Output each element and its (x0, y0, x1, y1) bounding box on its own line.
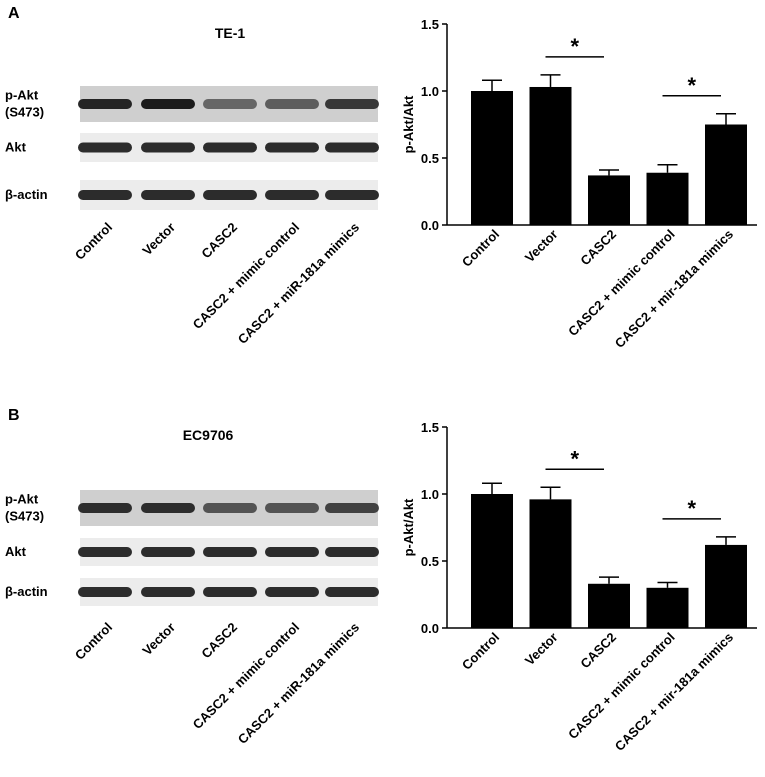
blot-band (325, 587, 379, 597)
blot-band (78, 587, 132, 597)
blot-band (141, 587, 195, 597)
lane-label: CASC2 (198, 220, 240, 262)
blot-band (141, 503, 195, 513)
x-tick-label: CASC2 + mimic control (565, 227, 678, 340)
y-tick-label: 1.5 (421, 17, 439, 32)
blot-band (325, 99, 379, 109)
blot-row-label: Akt (5, 544, 27, 559)
blot-band (265, 99, 319, 109)
blot-band (325, 503, 379, 513)
x-tick-label: CASC2 (577, 227, 619, 269)
significance-mark: * (687, 73, 696, 98)
blot-row-label: p-Akt (5, 492, 39, 507)
x-tick-label: Vector (522, 630, 561, 669)
bar (588, 583, 630, 628)
significance-mark: * (570, 446, 579, 471)
blot-band (203, 190, 257, 200)
lane-label: CASC2 + miR-181a mimics (235, 220, 362, 347)
blot-band (78, 547, 132, 557)
blot-band (203, 503, 257, 513)
lane-label: CASC2 + mimic control (190, 220, 303, 333)
y-tick-label: 0.0 (421, 218, 439, 233)
y-tick-label: 1.0 (421, 84, 439, 99)
panel-label: A (8, 5, 20, 22)
blot-band (325, 142, 379, 153)
x-tick-label: CASC2 + mir-181a mimics (612, 630, 736, 754)
blot-band (265, 142, 319, 153)
bar (588, 175, 630, 225)
blot-band (265, 503, 319, 513)
blot-band (265, 190, 319, 200)
bar (646, 172, 689, 225)
lane-label: CASC2 + mimic control (190, 620, 303, 733)
bar (529, 499, 572, 628)
lane-label: Control (72, 220, 115, 263)
blot-band (141, 99, 195, 109)
x-tick-label: Control (459, 630, 502, 673)
lane-label: Vector (139, 620, 178, 659)
bar (471, 494, 513, 628)
panel-label: B (8, 407, 20, 424)
y-tick-label: 1.5 (421, 420, 439, 435)
y-tick-label: 1.0 (421, 487, 439, 502)
blot-title: EC9706 (183, 427, 234, 443)
blot-band (78, 142, 132, 153)
blot-band (203, 547, 257, 557)
lane-label: CASC2 + miR-181a mimics (235, 620, 362, 747)
bar (646, 587, 689, 628)
blot-band (325, 190, 379, 200)
bar (529, 86, 572, 225)
x-tick-label: Control (459, 227, 502, 270)
bar (471, 91, 513, 225)
blot-band (325, 547, 379, 557)
blot-band (141, 190, 195, 200)
blot-band (203, 587, 257, 597)
blot-row-label: (S473) (5, 105, 44, 120)
y-axis-label: p-Akt/Akt (401, 498, 416, 556)
blot-band (78, 190, 132, 200)
significance-mark: * (687, 496, 696, 521)
blot-band (141, 142, 195, 153)
blot-band (265, 547, 319, 557)
lane-label: Control (72, 620, 115, 663)
x-tick-label: CASC2 + mimic control (565, 630, 678, 743)
blot-band (78, 503, 132, 513)
blot-band (203, 99, 257, 109)
lane-label: Vector (139, 220, 178, 259)
blot-band (78, 99, 132, 109)
lane-label: CASC2 (198, 620, 240, 662)
y-tick-label: 0.5 (421, 554, 439, 569)
x-tick-label: CASC2 (577, 630, 619, 672)
blot-row-label: β-actin (5, 187, 48, 202)
x-tick-label: CASC2 + mir-181a mimics (612, 227, 736, 351)
blot-row-label: β-actin (5, 584, 48, 599)
y-tick-label: 0.5 (421, 151, 439, 166)
blot-title: TE-1 (215, 25, 246, 41)
y-axis-label: p-Akt/Akt (401, 95, 416, 153)
x-tick-label: Vector (522, 227, 561, 266)
blot-band (203, 142, 257, 153)
blot-band (265, 587, 319, 597)
significance-mark: * (570, 34, 579, 59)
blot-row-label: Akt (5, 140, 27, 155)
bar (705, 124, 747, 225)
blot-row-label: p-Akt (5, 88, 39, 103)
bar (705, 544, 747, 628)
blot-row-label: (S473) (5, 509, 44, 524)
blot-band (141, 547, 195, 557)
y-tick-label: 0.0 (421, 621, 439, 636)
